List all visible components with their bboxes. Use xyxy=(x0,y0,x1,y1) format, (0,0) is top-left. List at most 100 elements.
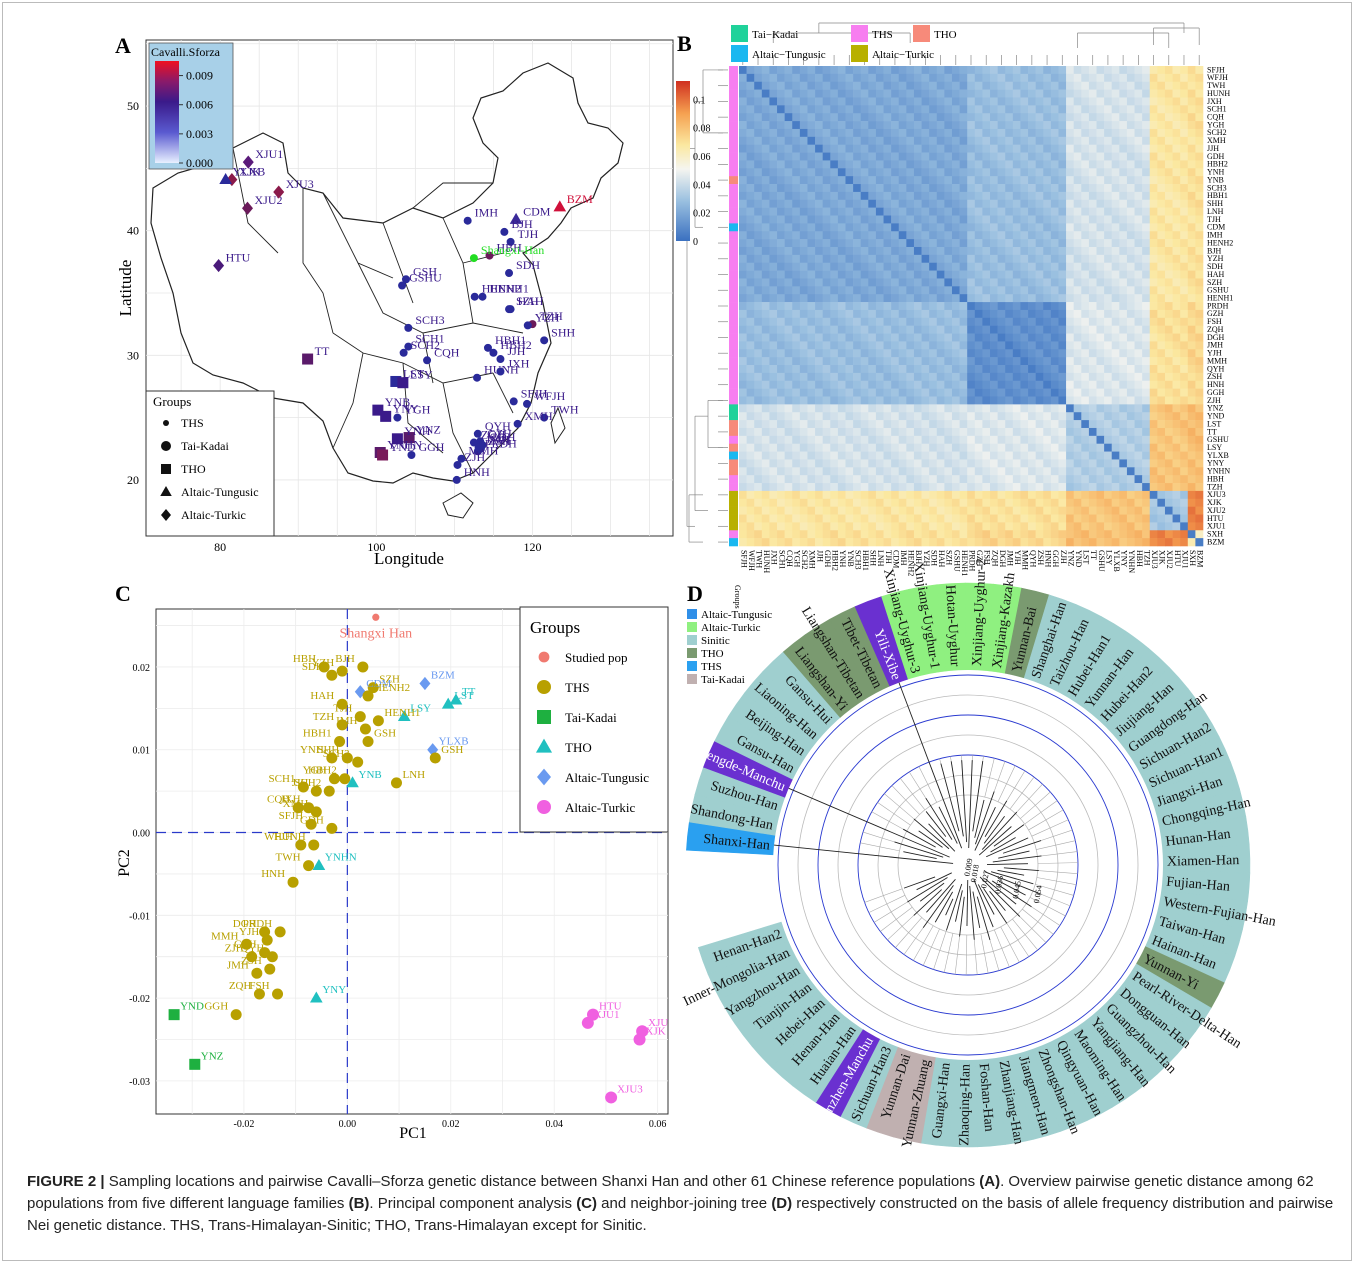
heatmap-cell xyxy=(860,412,869,421)
heatmap-cell xyxy=(739,388,747,397)
heatmap-cell xyxy=(1073,152,1082,161)
heatmap-cell xyxy=(1005,160,1014,169)
heatmap-cell xyxy=(1111,333,1120,342)
heatmap-cell xyxy=(1187,475,1196,484)
heatmap-cell xyxy=(1134,254,1143,264)
heatmap-cell xyxy=(1073,388,1082,397)
heatmap-cell xyxy=(967,207,976,216)
heatmap-cell xyxy=(1164,333,1173,342)
heatmap-cell xyxy=(1187,459,1196,468)
pca-point xyxy=(336,719,348,731)
heatmap-cell xyxy=(1149,184,1158,193)
tree-tick xyxy=(1035,884,1074,896)
heatmap-cell xyxy=(875,538,884,547)
map-point xyxy=(397,377,409,389)
heatmap-cell xyxy=(1020,341,1029,350)
heatmap-cell xyxy=(990,231,998,240)
heatmap-cell xyxy=(746,254,755,264)
heatmap-cell xyxy=(1005,199,1014,208)
heatmap-cell xyxy=(1149,412,1158,421)
heatmap-cell xyxy=(868,97,877,106)
heatmap-cell xyxy=(1149,404,1158,413)
heatmap-cell xyxy=(1104,365,1113,374)
heatmap-cell xyxy=(997,176,1006,185)
heatmap-legend-label: Tai−Kadai xyxy=(752,29,798,41)
heatmap-cell xyxy=(1111,388,1120,397)
heatmap-cell xyxy=(1164,404,1173,413)
heatmap-cell xyxy=(746,199,755,208)
heatmap-cell xyxy=(1096,380,1105,389)
heatmap-col-label: YGH xyxy=(793,550,802,568)
heatmap-cell xyxy=(913,451,922,460)
heatmap-cell xyxy=(883,184,892,193)
heatmap-cell xyxy=(739,294,747,303)
heatmap-cell xyxy=(982,168,991,177)
pca-point xyxy=(323,785,335,797)
heatmap-cell xyxy=(1035,341,1044,350)
heatmap-cell xyxy=(898,514,907,523)
heatmap-cell xyxy=(1134,490,1143,500)
heatmap-cell xyxy=(944,246,953,256)
heatmap-cell xyxy=(974,176,983,185)
heatmap-cell xyxy=(883,254,892,264)
heatmap-cell xyxy=(1119,467,1128,476)
heatmap-cell xyxy=(754,239,763,248)
pca-point xyxy=(189,1058,201,1070)
heatmap-cell xyxy=(1180,246,1189,256)
heatmap-cell xyxy=(807,89,816,98)
heatmap-cell xyxy=(853,286,862,295)
heatmap-cell xyxy=(1104,522,1113,531)
heatmap-cell xyxy=(822,530,831,539)
heatmap-cell xyxy=(1157,191,1166,201)
map-point-label: JJH xyxy=(507,344,525,358)
heatmap-cell xyxy=(1096,270,1105,279)
heatmap-cell xyxy=(868,396,877,405)
heatmap-cell xyxy=(1081,89,1090,98)
pca-ytick-label: 0.00 xyxy=(133,829,151,840)
heatmap-cell xyxy=(1020,475,1029,484)
heatmap-cell xyxy=(845,176,854,185)
heatmap-cell xyxy=(1119,81,1128,90)
heatmap-row-label: HBH1 xyxy=(1207,191,1228,200)
heatmap-cell xyxy=(883,420,892,429)
heatmap-cell xyxy=(936,365,945,374)
heatmap-cell xyxy=(906,380,915,389)
tree-branch xyxy=(978,826,1012,856)
heatmap-cell xyxy=(1066,333,1074,342)
heatmap-cell xyxy=(769,176,778,185)
heatmap-cell xyxy=(1111,514,1120,523)
pca-point-label: FSH xyxy=(249,980,269,992)
pca-point-label: YNB xyxy=(359,769,382,781)
heatmap-cell xyxy=(1028,160,1036,169)
heatmap-cell xyxy=(1043,89,1052,98)
heatmap-cell xyxy=(837,191,846,201)
heatmap-cell xyxy=(1111,341,1120,350)
pca-point-label: XJU1 xyxy=(594,1009,620,1021)
heatmap-cell xyxy=(837,105,846,114)
tree-branch xyxy=(961,760,968,843)
heatmap-cell xyxy=(860,286,869,295)
heatmap-cell xyxy=(807,396,816,405)
heatmap-cell xyxy=(1050,357,1059,366)
heatmap-row-label: XJU1 xyxy=(1207,522,1226,531)
heatmap-cell xyxy=(891,176,900,185)
heatmap-cell xyxy=(845,420,854,429)
heatmap-cell xyxy=(997,113,1006,122)
heatmap-cell xyxy=(1172,136,1181,145)
heatmap-cell xyxy=(1195,522,1204,531)
heatmap-cell xyxy=(822,207,831,216)
heatmap-cell xyxy=(1096,341,1105,350)
heatmap-group-cell xyxy=(729,215,738,224)
heatmap-cell xyxy=(830,522,839,531)
heatmap-group-legend: Tai−KadaiAltaic−TungusicTHSAltaic−Turkic… xyxy=(731,25,957,62)
heatmap-legend-label: Altaic−Tungusic xyxy=(752,49,826,61)
pca-legend-label: Altaic-Tungusic xyxy=(565,770,649,785)
tree-branch xyxy=(997,869,1025,876)
heatmap-cell xyxy=(967,333,976,342)
heatmap-cell xyxy=(746,325,755,334)
heatmap-cell xyxy=(1081,144,1090,153)
heatmap-cell xyxy=(739,420,747,429)
pca-point xyxy=(326,822,338,834)
heatmap-cell xyxy=(906,475,915,484)
heatmap-cell xyxy=(739,309,747,319)
